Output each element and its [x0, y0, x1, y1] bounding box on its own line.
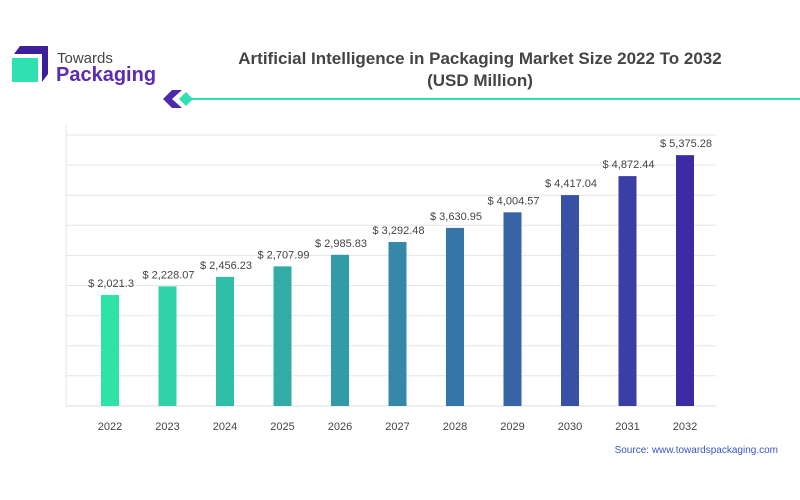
bar-2032 [676, 155, 694, 406]
bar-2026 [331, 254, 349, 406]
source-text: Source: www.towardspackaging.com [614, 445, 778, 456]
data-label: $ 3,630.95 [430, 211, 482, 223]
x-tick-label: 2027 [385, 421, 409, 433]
x-tick-label: 2031 [615, 421, 639, 433]
subtitle-text: (USD Million) [427, 71, 533, 90]
x-tick-label: 2030 [558, 421, 582, 433]
bar-2023 [158, 286, 177, 406]
bar-2029 [503, 212, 522, 406]
x-tick-label: 2029 [500, 421, 524, 433]
x-tick-label: 2028 [443, 421, 467, 433]
x-tick-label: 2025 [270, 421, 294, 433]
data-label: $ 4,872.44 [603, 159, 655, 171]
logo-icon [12, 46, 48, 82]
data-label: $ 4,004.57 [488, 195, 540, 207]
data-label: $ 2,021.3 [88, 278, 134, 290]
data-label: $ 2,228.07 [143, 269, 195, 281]
x-tick-label: 2032 [673, 421, 697, 433]
bar-2022 [101, 295, 119, 406]
x-tick-label: 2024 [213, 421, 237, 433]
logo-text-towards: Towards [57, 50, 113, 67]
bar-2030 [561, 195, 579, 406]
x-tick-label: 2026 [328, 421, 352, 433]
bar-2027 [388, 242, 407, 406]
data-label: $ 2,707.99 [258, 249, 310, 261]
logo-text-packaging: Packaging [56, 64, 157, 86]
x-tick-label: 2023 [155, 421, 179, 433]
bar-2024 [216, 276, 234, 406]
data-label: $ 3,292.48 [373, 225, 425, 237]
divider-arrow [163, 90, 800, 108]
bar-2028 [446, 227, 464, 406]
data-label: $ 5,375.28 [660, 138, 712, 150]
data-label: $ 2,456.23 [200, 260, 252, 272]
data-label: $ 2,985.83 [315, 238, 367, 250]
x-tick-label: 2022 [98, 421, 122, 433]
data-label: $ 4,417.04 [545, 178, 597, 190]
bar-2031 [618, 176, 637, 406]
title-text: Artificial Intelligence in Packaging Mar… [238, 49, 722, 68]
bar-2025 [273, 266, 292, 406]
chart-title: Artificial Intelligence in Packaging Mar… [200, 48, 760, 92]
